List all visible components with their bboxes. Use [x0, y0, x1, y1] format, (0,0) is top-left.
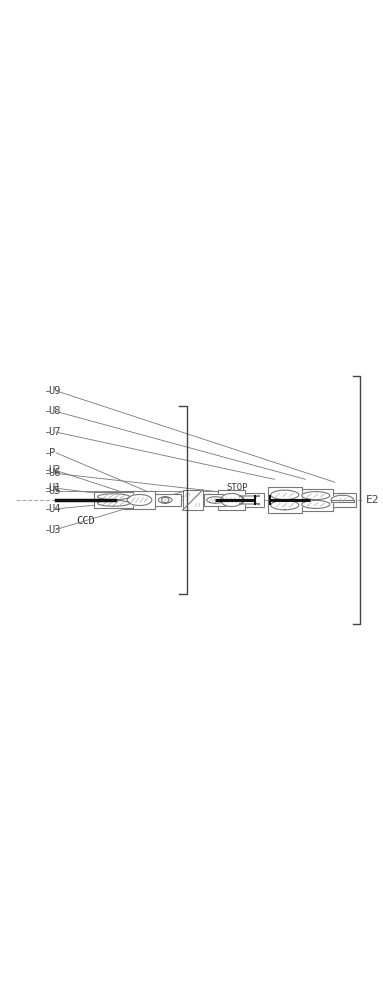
- Text: U1: U1: [49, 483, 61, 493]
- Polygon shape: [331, 495, 354, 500]
- Text: P: P: [49, 448, 55, 458]
- Text: STOP: STOP: [227, 483, 248, 492]
- Polygon shape: [127, 494, 152, 506]
- Text: U7: U7: [49, 427, 61, 437]
- Text: U3: U3: [49, 525, 61, 535]
- Polygon shape: [207, 497, 224, 503]
- Text: U9: U9: [49, 386, 61, 396]
- Text: U2: U2: [49, 465, 61, 475]
- Polygon shape: [98, 494, 129, 500]
- Text: U4: U4: [49, 504, 61, 514]
- Text: U8: U8: [49, 406, 61, 416]
- Bar: [183, 490, 203, 510]
- Text: E1: E1: [193, 495, 206, 505]
- Text: CCD: CCD: [76, 516, 95, 526]
- Polygon shape: [271, 501, 299, 510]
- Bar: [235, 493, 264, 507]
- Bar: [94, 492, 133, 508]
- Polygon shape: [302, 500, 330, 508]
- Polygon shape: [271, 490, 299, 499]
- Text: E2: E2: [366, 495, 380, 505]
- Bar: [205, 494, 226, 506]
- Polygon shape: [302, 492, 330, 500]
- Bar: [218, 490, 245, 510]
- Polygon shape: [98, 500, 129, 506]
- Bar: [268, 487, 302, 513]
- Bar: [299, 489, 333, 511]
- Polygon shape: [221, 493, 243, 507]
- Text: U5: U5: [49, 486, 61, 496]
- Text: U6: U6: [49, 468, 61, 478]
- Polygon shape: [159, 497, 165, 503]
- Bar: [329, 493, 356, 507]
- Polygon shape: [165, 497, 172, 503]
- Bar: [124, 491, 155, 509]
- Polygon shape: [239, 496, 259, 504]
- Bar: [150, 494, 181, 506]
- Polygon shape: [331, 500, 354, 502]
